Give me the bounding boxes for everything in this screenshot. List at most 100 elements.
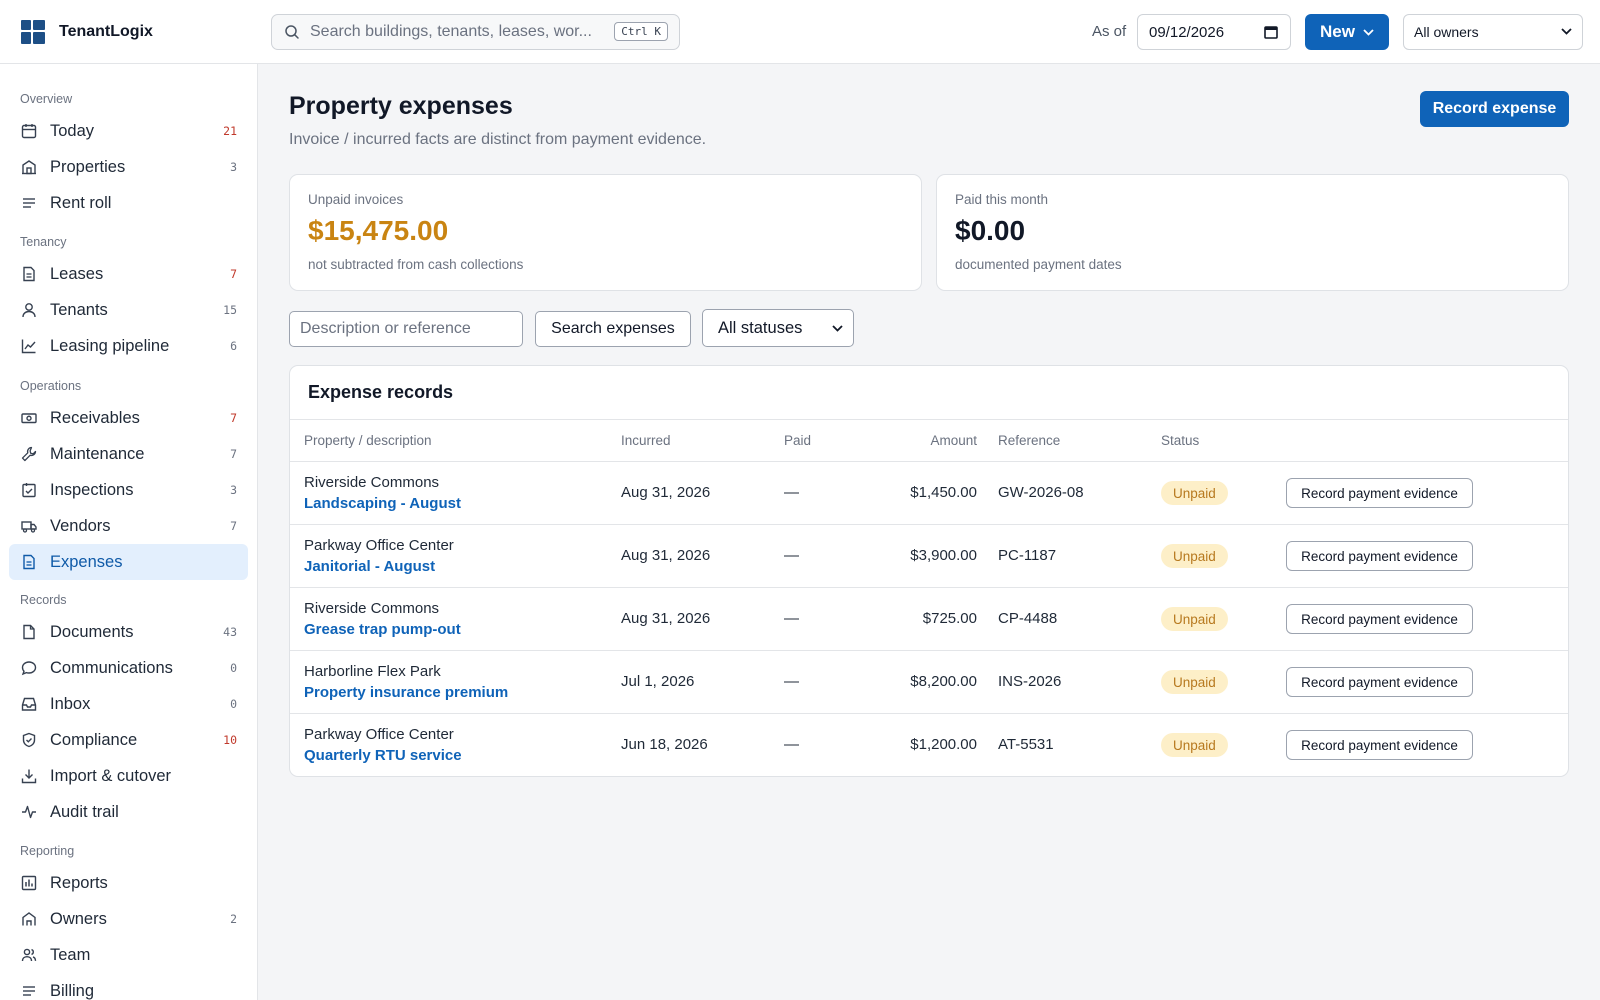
chevron-down-icon	[1363, 28, 1374, 36]
brand[interactable]: TenantLogix	[21, 20, 153, 44]
row-incurred: Jun 18, 2026	[621, 736, 708, 753]
sidebar-item-receivables[interactable]: Receivables 7	[9, 400, 248, 436]
sidebar-item-billing[interactable]: Billing	[9, 973, 248, 1000]
expense-search-input[interactable]	[289, 311, 523, 347]
sidebar-item-count: 0	[230, 697, 237, 711]
table-title: Expense records	[308, 382, 454, 402]
card-note: not subtracted from cash collections	[308, 257, 524, 272]
sidebar-item-count: 0	[230, 661, 237, 675]
sidebar-item-label: Properties	[50, 157, 126, 176]
sidebar-item-count: 2	[230, 912, 237, 926]
sidebar-item-compliance[interactable]: Compliance 10	[9, 722, 248, 758]
status-filter-select[interactable]: All statuses	[702, 309, 854, 347]
app-name: TenantLogix	[59, 23, 153, 40]
column-header-amount: Amount	[930, 433, 977, 448]
sidebar-item-rent-roll[interactable]: Rent roll	[9, 185, 248, 221]
sidebar-item-label: Leases	[50, 264, 104, 283]
users-icon	[21, 947, 37, 963]
table-row: Riverside Commons Grease trap pump-out A…	[290, 588, 1568, 651]
column-header-paid: Paid	[784, 433, 812, 448]
row-description-link[interactable]: Quarterly RTU service	[304, 747, 462, 764]
row-amount: $725.00	[922, 610, 977, 627]
sidebar-item-label: Owners	[50, 909, 107, 928]
row-reference: AT-5531	[998, 736, 1054, 753]
sidebar-item-count: 3	[230, 160, 237, 174]
table-header: Property / description Incurred Paid Amo…	[290, 419, 1568, 462]
paid-this-month-card: Paid this month $0.00 documented payment…	[936, 174, 1569, 291]
record-payment-evidence-button[interactable]: Record payment evidence	[1286, 541, 1473, 571]
sidebar-section-reporting: Reporting	[20, 844, 75, 858]
record-payment-evidence-button[interactable]: Record payment evidence	[1286, 667, 1473, 697]
card-value: $15,475.00	[308, 215, 449, 246]
sidebar-item-communications[interactable]: Communications 0	[9, 650, 248, 686]
card-label: Paid this month	[955, 192, 1049, 207]
chart-line-icon	[21, 338, 37, 354]
card-value: $0.00	[955, 215, 1026, 246]
truck-icon	[21, 518, 37, 534]
sidebar-item-label: Inbox	[50, 694, 91, 713]
as-of-date-input[interactable]: 09/12/2026	[1137, 14, 1291, 50]
card-note: documented payment dates	[955, 257, 1122, 272]
sidebar-item-tenants[interactable]: Tenants 15	[9, 292, 248, 328]
page-subtitle: Invoice / incurred facts are distinct fr…	[289, 131, 707, 148]
sidebar-item-import-cutover[interactable]: Import & cutover	[9, 758, 248, 794]
row-description-link[interactable]: Landscaping - August	[304, 495, 461, 512]
sidebar-item-inspections[interactable]: Inspections 3	[9, 472, 248, 508]
global-search[interactable]: Ctrl K	[271, 14, 680, 50]
new-button[interactable]: New	[1305, 14, 1389, 50]
sidebar-item-properties[interactable]: Properties 3	[9, 149, 248, 185]
row-property: Parkway Office Center	[304, 537, 454, 554]
status-badge: Unpaid	[1161, 481, 1228, 505]
sidebar-item-leases[interactable]: Leases 7	[9, 256, 248, 292]
owner-filter-select[interactable]: All owners	[1403, 14, 1583, 50]
brand-logo-icon	[21, 20, 45, 44]
sidebar-item-owners[interactable]: Owners 2	[9, 901, 248, 937]
status-badge: Unpaid	[1161, 670, 1228, 694]
row-incurred: Aug 31, 2026	[621, 547, 711, 564]
file-icon	[21, 624, 37, 640]
sidebar-item-label: Expenses	[50, 552, 123, 571]
chevron-down-icon	[832, 325, 843, 332]
row-description-link[interactable]: Grease trap pump-out	[304, 621, 461, 638]
sidebar-section-operations: Operations	[20, 379, 82, 393]
record-payment-evidence-button[interactable]: Record payment evidence	[1286, 478, 1473, 508]
sidebar-item-documents[interactable]: Documents 43	[9, 614, 248, 650]
sidebar-item-leasing-pipeline[interactable]: Leasing pipeline 6	[9, 328, 248, 364]
sidebar-item-count: 15	[223, 303, 237, 317]
record-payment-evidence-button[interactable]: Record payment evidence	[1286, 604, 1473, 634]
sidebar-item-label: Compliance	[50, 730, 138, 749]
sidebar-item-reports[interactable]: Reports	[9, 865, 248, 901]
status-badge: Unpaid	[1161, 544, 1228, 568]
record-expense-button[interactable]: Record expense	[1420, 91, 1569, 127]
sidebar-item-expenses[interactable]: Expenses	[9, 544, 248, 580]
sidebar-section-records: Records	[20, 593, 67, 607]
sidebar-section-tenancy: Tenancy	[20, 235, 67, 249]
record-payment-evidence-button[interactable]: Record payment evidence	[1286, 730, 1473, 760]
table-row: Parkway Office Center Quarterly RTU serv…	[290, 714, 1568, 776]
row-description-link[interactable]: Property insurance premium	[304, 684, 509, 701]
sidebar-item-today[interactable]: Today 21	[9, 113, 248, 149]
row-property: Riverside Commons	[304, 600, 440, 617]
search-shortcut-hint: Ctrl K	[614, 22, 668, 41]
sidebar-item-inbox[interactable]: Inbox 0	[9, 686, 248, 722]
list-icon	[21, 195, 37, 211]
row-property: Parkway Office Center	[304, 726, 454, 743]
row-amount: $3,900.00	[910, 547, 977, 564]
search-expenses-button[interactable]: Search expenses	[535, 311, 691, 347]
sidebar-item-audit-trail[interactable]: Audit trail	[9, 794, 248, 830]
row-description-link[interactable]: Janitorial - August	[304, 558, 436, 575]
sidebar-item-team[interactable]: Team	[9, 937, 248, 973]
global-search-input[interactable]	[310, 23, 600, 41]
row-paid: —	[784, 610, 799, 627]
sidebar-item-vendors[interactable]: Vendors 7	[9, 508, 248, 544]
search-icon	[285, 25, 299, 39]
sidebar-item-count: 3	[230, 483, 237, 497]
receipt-icon	[21, 554, 37, 570]
row-paid: —	[784, 736, 799, 753]
calendar-picker-icon[interactable]	[1264, 25, 1278, 39]
sidebar-item-label: Documents	[50, 622, 134, 641]
expense-records-table: Expense records Property / description I…	[289, 365, 1569, 777]
sidebar-item-maintenance[interactable]: Maintenance 7	[9, 436, 248, 472]
sidebar: Overview Today 21 Properties 3 Rent roll…	[0, 64, 258, 1000]
chat-icon	[21, 660, 37, 676]
